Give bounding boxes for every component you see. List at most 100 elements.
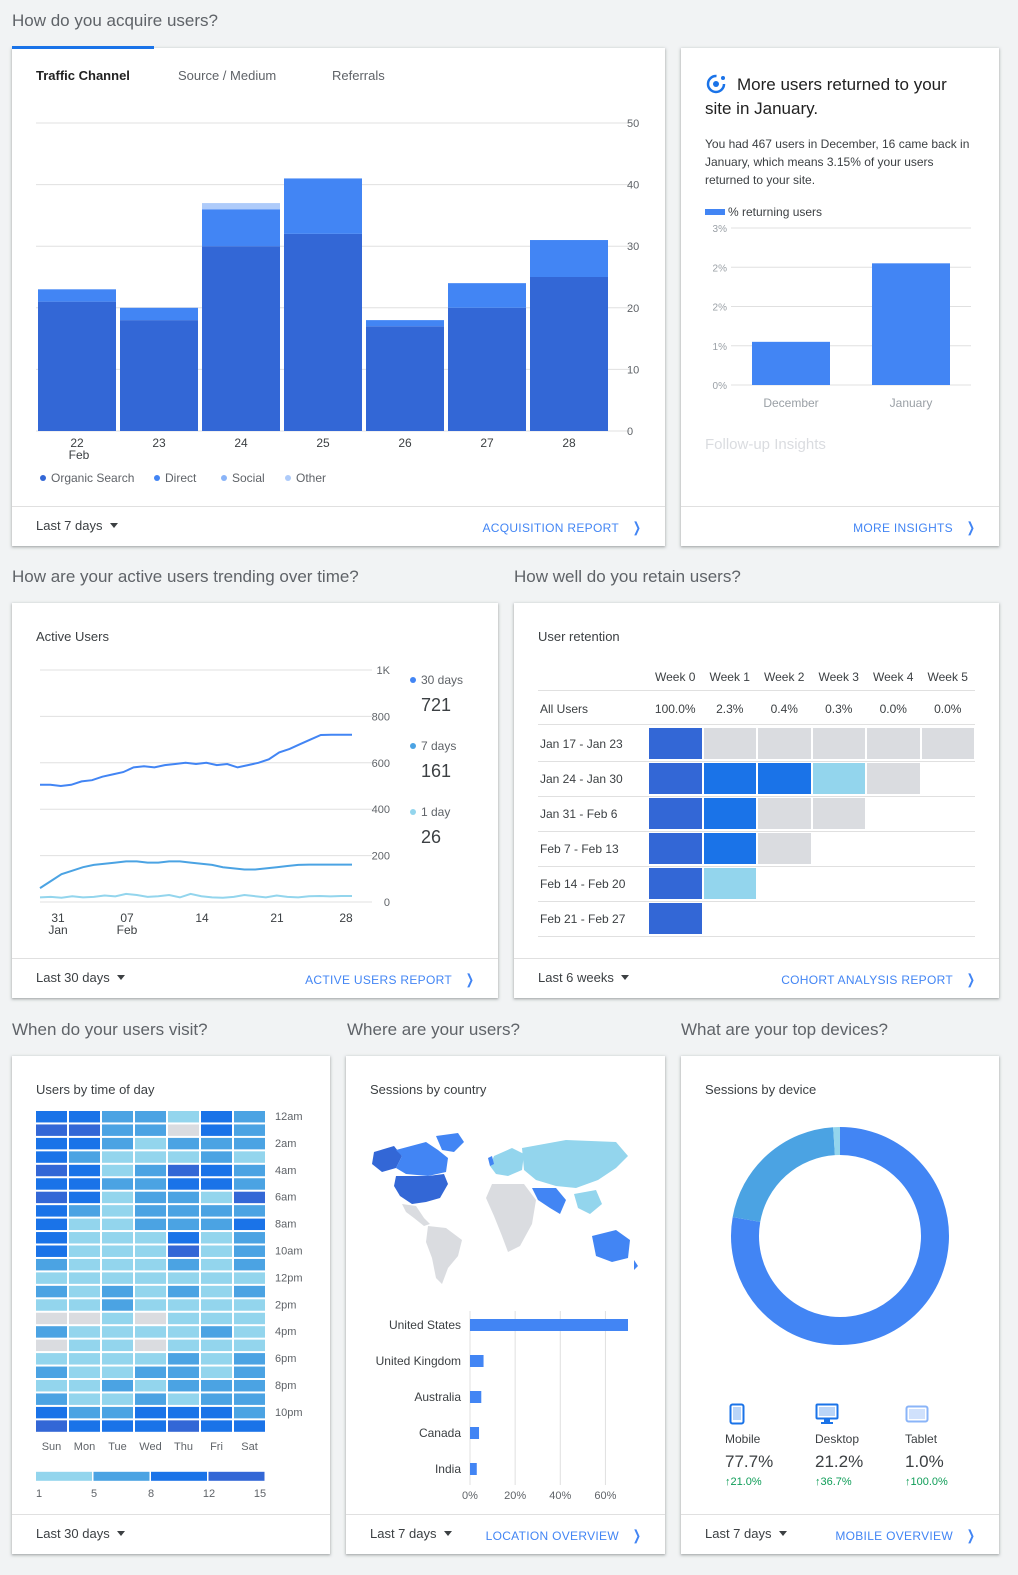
heat-cell: [102, 1151, 133, 1163]
retention-cell[interactable]: [758, 728, 811, 759]
acquisition-report-link[interactable]: ACQUISITION REPORT ❯: [482, 519, 642, 535]
heat-cell: [201, 1339, 232, 1352]
retention-cell[interactable]: [758, 798, 811, 829]
retention-cell[interactable]: [649, 903, 702, 934]
heat-cell: [201, 1326, 232, 1338]
x-tick-label: 20%: [504, 1490, 526, 1501]
heat-cell: [135, 1164, 166, 1177]
date-range-dropdown[interactable]: Last 7 days: [705, 1526, 787, 1541]
insight-title: More users returned to your site in Janu…: [705, 75, 947, 118]
caret-down-icon: [116, 975, 125, 980]
retention-cell[interactable]: [867, 763, 920, 794]
heat-cell: [168, 1420, 199, 1432]
heat-cell: [69, 1299, 100, 1311]
heat-cell: [69, 1111, 100, 1123]
heat-cell: [69, 1326, 100, 1338]
retention-cell[interactable]: [812, 728, 865, 759]
retention-row-label: Jan 17 - Jan 23: [540, 737, 623, 751]
retention-cell[interactable]: [703, 763, 756, 794]
heat-cell: [36, 1178, 67, 1190]
donut-slice-desktop: [732, 1127, 836, 1223]
retention-cell[interactable]: [867, 728, 920, 759]
hour-label: 12am: [275, 1111, 303, 1123]
chevron-right-icon: ❯: [966, 971, 976, 987]
tab-referrals[interactable]: Referrals: [332, 68, 385, 83]
section-title-retain: How well do you retain users?: [514, 567, 741, 586]
heat-cell: [168, 1406, 199, 1419]
date-range-dropdown[interactable]: Last 6 weeks: [538, 970, 629, 985]
heat-cell: [168, 1380, 199, 1392]
cohort-analysis-report-link[interactable]: COHORT ANALYSIS REPORT ❯: [781, 971, 976, 987]
tab-source-medium[interactable]: Source / Medium: [178, 68, 277, 83]
hour-label: 8am: [275, 1219, 296, 1231]
device-change: ↑36.7%: [815, 1476, 852, 1488]
mobile-overview-link[interactable]: MOBILE OVERVIEW ❯: [835, 1527, 976, 1543]
legend-dot: [221, 475, 227, 481]
date-range-dropdown[interactable]: Last 30 days: [36, 970, 125, 985]
retention-cell[interactable]: [921, 728, 974, 759]
heat-cell: [201, 1164, 232, 1177]
retention-week-header: Week 4: [873, 670, 914, 684]
heat-cell: [135, 1124, 166, 1136]
date-range-dropdown[interactable]: Last 7 days: [370, 1526, 452, 1541]
legend-dot: [154, 475, 160, 481]
more-insights-link[interactable]: MORE INSIGHTS ❯: [853, 519, 976, 535]
active-users-title: Active Users: [36, 629, 109, 644]
retention-all-value: 0.3%: [825, 702, 853, 716]
card-footer: Last 6 weeks COHORT ANALYSIS REPORT ❯: [514, 958, 999, 998]
hour-label: 10am: [275, 1246, 303, 1258]
desktop-icon: [815, 1403, 839, 1424]
date-range-dropdown[interactable]: Last 7 days: [36, 518, 118, 533]
retention-cell[interactable]: [703, 868, 756, 899]
legend-7-days: 7 days 161: [410, 739, 456, 782]
heat-cell: [102, 1218, 133, 1231]
legend-30-days: 30 days 721: [410, 673, 463, 716]
tab-traffic-channel[interactable]: Traffic Channel: [36, 68, 130, 83]
retention-week-header: Week 2: [764, 670, 805, 684]
retention-all-users-row: All Users 100.0% 2.3% 0.4% 0.3% 0.0% 0.0%: [538, 691, 975, 725]
map-region-alaska: [372, 1146, 402, 1172]
heat-cell: [102, 1205, 133, 1217]
retention-cell[interactable]: [812, 798, 865, 829]
retention-cell[interactable]: [703, 833, 756, 864]
day-label: Tue: [108, 1441, 127, 1453]
heat-cell: [135, 1151, 166, 1163]
heat-cell: [168, 1339, 199, 1352]
heat-cell: [36, 1406, 67, 1419]
heat-cell: [36, 1299, 67, 1311]
retention-cell[interactable]: [812, 763, 865, 794]
heat-cell: [135, 1178, 166, 1190]
y-tick-label: 200: [372, 851, 390, 863]
retention-cell[interactable]: [649, 763, 702, 794]
y-tick-label: 2%: [713, 263, 728, 274]
card-footer: Last 30 days ACTIVE USERS REPORT ❯: [12, 958, 498, 998]
location-overview-link[interactable]: LOCATION OVERVIEW ❯: [485, 1527, 642, 1543]
section-title-where: Where are your users?: [347, 1020, 520, 1039]
date-range-dropdown[interactable]: Last 30 days: [36, 1526, 125, 1541]
bar-december: [752, 341, 830, 385]
heat-cell: [234, 1164, 265, 1177]
retention-cell[interactable]: [649, 868, 702, 899]
retention-cell[interactable]: [649, 798, 702, 829]
retention-cell[interactable]: [758, 833, 811, 864]
y-tick-label: 800: [372, 711, 390, 723]
active-users-report-link[interactable]: ACTIVE USERS REPORT ❯: [305, 971, 475, 987]
heat-cell: [234, 1406, 265, 1419]
heat-cell: [69, 1124, 100, 1136]
bar-direct: [448, 283, 526, 308]
retention-cell[interactable]: [703, 728, 756, 759]
map-region-africa: [486, 1184, 536, 1252]
retention-all-value: 100.0%: [654, 702, 696, 716]
heat-cell: [36, 1312, 67, 1325]
retention-cell[interactable]: [649, 833, 702, 864]
retention-cell[interactable]: [758, 763, 811, 794]
chevron-right-icon: ❯: [632, 519, 642, 535]
retention-cell[interactable]: [649, 728, 702, 759]
heat-cell: [135, 1299, 166, 1311]
retention-cell[interactable]: [703, 798, 756, 829]
heat-cell: [168, 1258, 199, 1271]
heat-cell: [69, 1393, 100, 1405]
bar-organic-search: [120, 320, 198, 431]
card-footer: Last 30 days: [12, 1514, 330, 1554]
x-tick-label: 24: [234, 436, 248, 450]
